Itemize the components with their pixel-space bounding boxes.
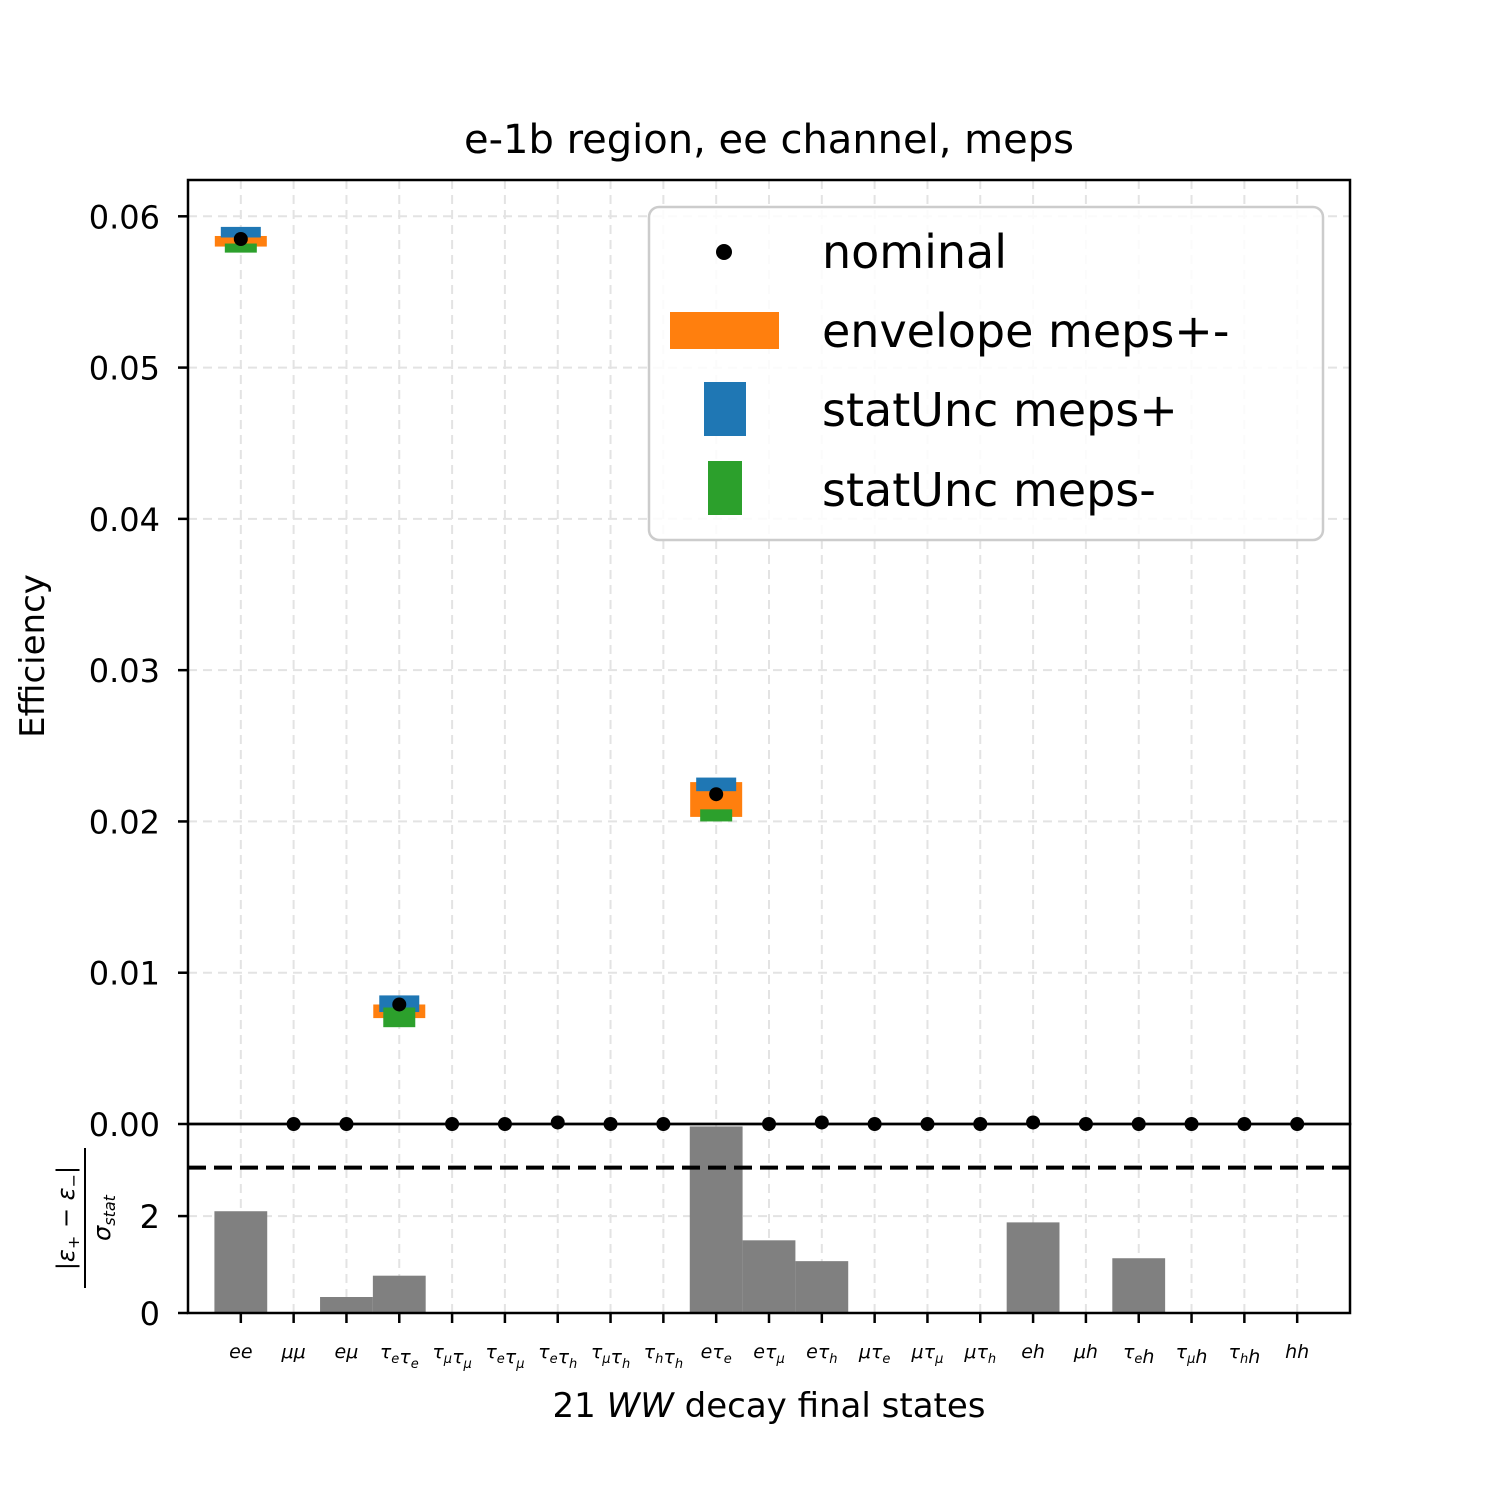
x-tick-label: μτe (858, 1341, 891, 1367)
y-tick-label: 0.05 (89, 350, 160, 388)
ratio-bar (320, 1297, 373, 1313)
ratio-bar (742, 1240, 796, 1313)
ratio-y-tick-label: 0 (140, 1295, 160, 1333)
ratio-bar (689, 1126, 743, 1313)
stat-minus-box (383, 1007, 416, 1028)
chart-title: e-1b region, ee channel, meps (464, 117, 1074, 163)
x-tick-label: τeh (1123, 1341, 1155, 1368)
x-tick-label: μμ (281, 1341, 306, 1363)
x-axis-label: 21 WW decay final states (553, 1386, 986, 1426)
legend-stat-minus-label: statUnc meps- (822, 463, 1156, 517)
stat-plus-box (696, 777, 737, 792)
x-tick-label: eτh (806, 1341, 837, 1367)
ratio-bar (795, 1261, 849, 1313)
ratio-bar (214, 1211, 268, 1313)
x-tick-label: τeτh (538, 1341, 577, 1372)
y-tick-label: 0.01 (89, 955, 160, 993)
y-axis-label: Efficiency (13, 574, 53, 738)
legend-stat-plus-swatch (704, 382, 746, 436)
ratio-y-tick-label: 2 (140, 1198, 160, 1236)
nominal-point (1026, 1115, 1041, 1130)
nominal-point (814, 1115, 829, 1130)
x-tick-label: τμτμ (432, 1341, 471, 1372)
x-tick-label: τμh (1176, 1341, 1208, 1368)
legend-nominal-label: nominal (822, 225, 1007, 279)
x-tick-label: eτe (701, 1341, 732, 1367)
nominal-point (392, 997, 407, 1012)
x-tick-label: hh (1285, 1341, 1309, 1363)
ratio-bar (1112, 1258, 1166, 1313)
x-tick-label: μτμ (911, 1341, 944, 1367)
x-tick-label: τhτh (644, 1341, 683, 1372)
stat-minus-box (700, 809, 733, 822)
legend-nominal-marker (716, 244, 732, 260)
nominal-point (233, 232, 248, 246)
legend-stat-plus-label: statUnc meps+ (822, 383, 1178, 437)
x-tick-label: μh (1073, 1341, 1098, 1363)
nominal-point (709, 787, 724, 802)
legend-envelope-swatch (670, 312, 779, 349)
y-tick-label: 0.03 (89, 652, 160, 690)
legend-frame (647, 205, 1325, 542)
ratio-bars (214, 1126, 1166, 1313)
legend-stat-minus-swatch (708, 461, 742, 515)
x-tick-label: eμ (335, 1341, 359, 1363)
nominal-point (550, 1115, 565, 1130)
x-tick-label: τeτμ (485, 1341, 524, 1372)
x-tick-label: μτh (963, 1341, 996, 1367)
y-tick-label: 0.06 (89, 198, 160, 236)
y-tick-label: 0.00 (89, 1106, 160, 1144)
x-tick-label: τhh (1228, 1341, 1260, 1368)
y-tick-label: 0.02 (89, 803, 160, 841)
legend: nominal envelope meps+- statUnc meps+ st… (647, 205, 1325, 542)
ratio-bar (1006, 1222, 1060, 1313)
legend-envelope-label: envelope meps+- (822, 304, 1229, 358)
ratio-y-axis: 02 (140, 1198, 188, 1333)
x-tick-label: eτμ (753, 1341, 784, 1367)
ratio-bar (372, 1275, 426, 1313)
x-tick-label: τμτh (591, 1341, 630, 1372)
x-tick-label: τeτe (380, 1341, 419, 1372)
stat-minus-box (224, 243, 257, 253)
x-tick-label: ee (229, 1341, 252, 1363)
ratio-label-numerator: |ε+ − ε−| (52, 1166, 83, 1270)
x-tick-label: eh (1021, 1341, 1045, 1363)
main-y-axis: 0.00 0.01 0.02 0.03 0.04 0.05 0.06 (89, 198, 188, 1144)
y-tick-label: 0.04 (89, 501, 160, 539)
